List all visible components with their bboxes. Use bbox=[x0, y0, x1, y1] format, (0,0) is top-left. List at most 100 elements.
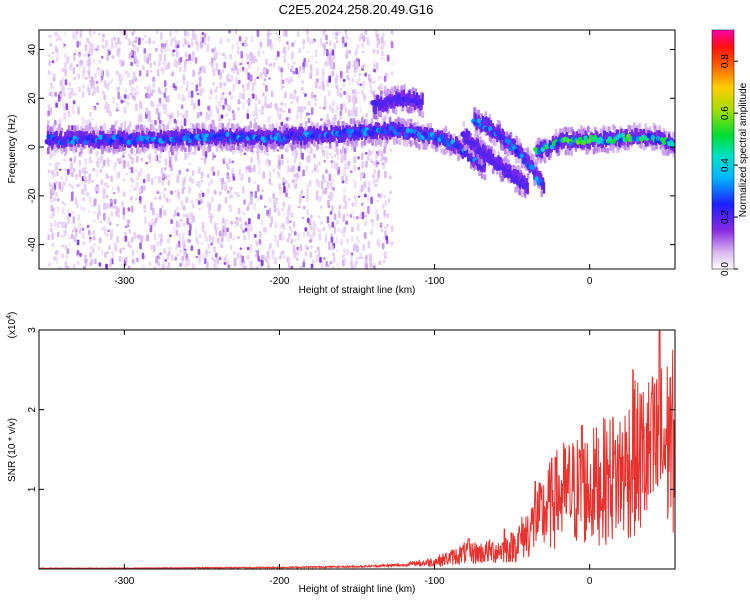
noise-cell bbox=[201, 87, 205, 94]
ridge-hot-cell bbox=[514, 175, 519, 181]
noise-cell bbox=[190, 211, 194, 216]
noise-cell bbox=[198, 256, 201, 264]
noise-cell bbox=[304, 244, 307, 249]
noise-cell bbox=[242, 262, 245, 269]
noise-cell bbox=[265, 158, 269, 164]
noise-cell bbox=[61, 68, 65, 73]
noise-cell bbox=[186, 152, 190, 159]
noise-cell bbox=[103, 94, 106, 101]
noise-cell bbox=[222, 53, 225, 57]
noise-cell bbox=[178, 169, 181, 175]
noise-cell bbox=[363, 182, 367, 189]
noise-cell bbox=[377, 37, 381, 45]
noise-cell bbox=[87, 230, 91, 235]
noise-cell bbox=[67, 110, 70, 115]
noise-cell bbox=[228, 91, 232, 96]
noise-cell bbox=[279, 224, 282, 229]
noise-cell bbox=[301, 108, 305, 112]
noise-cell bbox=[163, 265, 166, 268]
noise-cell bbox=[288, 108, 291, 114]
noise-cell bbox=[132, 71, 136, 79]
noise-cell bbox=[220, 231, 224, 235]
noise-cell bbox=[362, 80, 365, 88]
noise-cell bbox=[341, 145, 345, 154]
noise-cell bbox=[104, 83, 107, 89]
noise-cell bbox=[357, 195, 361, 198]
ridge-hot-cell bbox=[126, 139, 131, 145]
noise-cell bbox=[76, 250, 80, 255]
noise-cell bbox=[367, 194, 370, 201]
noise-cell bbox=[328, 75, 331, 83]
noise-cell bbox=[210, 62, 214, 68]
noise-cell bbox=[375, 62, 379, 71]
noise-cell bbox=[290, 229, 294, 233]
ridge-halo-cell bbox=[221, 123, 224, 129]
ridge-halo-cell bbox=[305, 120, 308, 127]
noise-cell bbox=[122, 237, 125, 243]
noise-cell bbox=[133, 50, 136, 56]
noise-cell bbox=[227, 38, 230, 43]
noise-cell bbox=[375, 209, 378, 215]
ridge-halo-cell bbox=[365, 118, 368, 125]
noise-cell bbox=[56, 171, 59, 176]
noise-cell bbox=[360, 257, 364, 260]
noise-cell bbox=[296, 252, 300, 256]
noise-cell bbox=[51, 52, 55, 55]
noise-cell bbox=[311, 39, 315, 44]
noise-cell bbox=[367, 155, 370, 161]
noise-cell bbox=[245, 68, 248, 75]
ridge-hot-cell bbox=[186, 132, 191, 139]
noise-cell bbox=[57, 35, 60, 41]
noise-cell bbox=[284, 78, 288, 81]
ridge-halo-cell bbox=[477, 109, 481, 116]
noise-cell bbox=[113, 203, 117, 207]
noise-cell bbox=[111, 187, 114, 190]
noise-cell bbox=[232, 251, 236, 255]
noise-cell bbox=[302, 38, 305, 42]
ridge-halo-cell bbox=[293, 143, 297, 150]
noise-cell bbox=[308, 100, 311, 106]
noise-cell bbox=[167, 174, 171, 178]
noise-cell bbox=[103, 212, 106, 221]
noise-cell bbox=[237, 45, 240, 50]
ridge-hot-cell bbox=[402, 126, 407, 132]
noise-cell bbox=[116, 185, 120, 191]
noise-cell bbox=[216, 222, 219, 226]
noise-cell bbox=[283, 55, 287, 62]
noise-cell bbox=[175, 220, 179, 228]
noise-cell bbox=[164, 158, 168, 166]
noise-cell bbox=[91, 105, 95, 109]
noise-cell bbox=[310, 214, 313, 218]
noise-cell bbox=[338, 211, 341, 219]
noise-cell bbox=[342, 79, 346, 82]
noise-cell bbox=[136, 85, 139, 92]
noise-cell bbox=[107, 103, 110, 111]
noise-cell bbox=[154, 155, 158, 163]
noise-cell bbox=[180, 104, 184, 110]
noise-cell bbox=[130, 196, 133, 201]
noise-cell bbox=[127, 39, 131, 42]
noise-cell bbox=[377, 85, 381, 91]
noise-cell bbox=[123, 94, 127, 99]
noise-cell bbox=[272, 251, 275, 255]
noise-cell bbox=[131, 88, 134, 94]
noise-cell bbox=[259, 41, 263, 47]
noise-cell bbox=[105, 101, 108, 108]
noise-cell bbox=[160, 233, 163, 239]
noise-cell bbox=[254, 234, 257, 238]
noise-cell bbox=[48, 263, 51, 267]
noise-cell bbox=[262, 171, 266, 179]
noise-cell bbox=[97, 203, 101, 211]
noise-cell bbox=[196, 41, 199, 47]
noise-cell bbox=[70, 198, 74, 202]
noise-cell bbox=[277, 173, 281, 177]
ridge-halo-cell bbox=[291, 145, 294, 152]
noise-cell bbox=[256, 184, 260, 192]
noise-cell bbox=[71, 210, 74, 214]
noise-cell bbox=[356, 216, 359, 220]
noise-cell bbox=[152, 76, 155, 83]
noise-cell bbox=[89, 237, 92, 240]
noise-cell bbox=[282, 254, 286, 260]
noise-cell bbox=[279, 233, 282, 241]
noise-cell bbox=[241, 186, 245, 194]
